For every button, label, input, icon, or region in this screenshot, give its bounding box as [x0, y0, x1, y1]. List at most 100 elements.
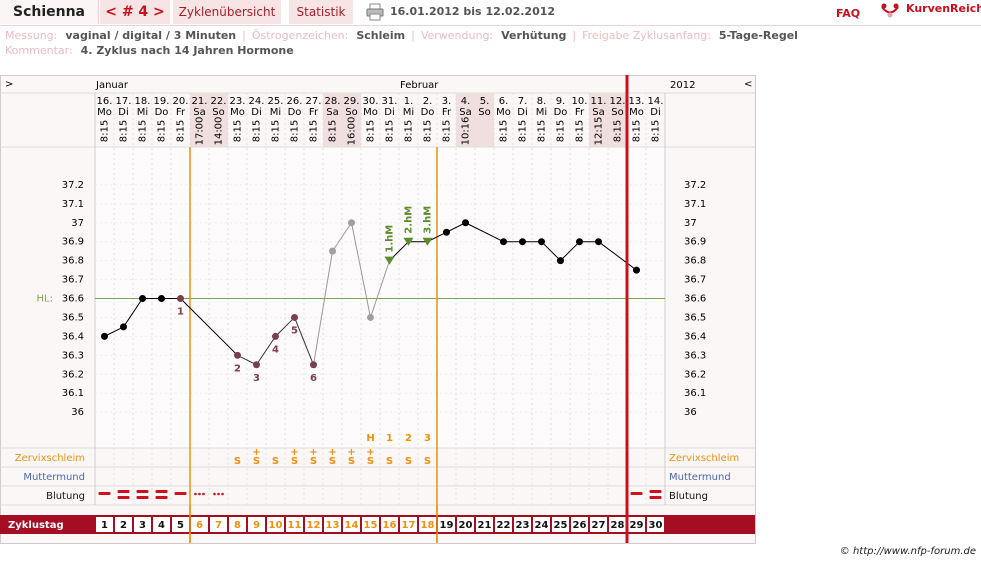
y-tick-label: 36.5	[684, 312, 706, 323]
cycleday-cell	[229, 517, 246, 532]
cycleday-cell	[305, 517, 322, 532]
time: 8:15	[575, 120, 586, 142]
temp-point	[272, 332, 279, 340]
weekday: Mo	[230, 107, 245, 118]
time: 8:15	[442, 120, 453, 142]
y-tick-label: 36.8	[684, 256, 706, 267]
temp-point	[139, 295, 146, 302]
mucus-plus: +	[290, 447, 298, 458]
date: 1.	[404, 96, 414, 107]
print-icon[interactable]	[366, 3, 384, 21]
faq-link[interactable]: FAQ	[836, 7, 861, 20]
date: 25.	[268, 96, 284, 107]
mucus-plus: +	[252, 447, 260, 458]
time: 8:15	[309, 120, 320, 142]
temp-point	[177, 295, 184, 302]
cycleday: 8	[234, 520, 241, 531]
date: 12.	[610, 96, 626, 107]
peak-label: 2	[405, 433, 412, 444]
temp-point	[500, 238, 507, 246]
tab[interactable]: Statistik	[289, 0, 353, 24]
cycleday: 30	[649, 520, 663, 531]
info-value: 4. Zyklus nach 14 Jahren Hormone	[80, 44, 294, 57]
cycleday-cell	[571, 517, 588, 532]
temp-segment	[180, 298, 238, 356]
bleeding-mark	[213, 492, 224, 496]
date: 23.	[230, 96, 246, 107]
time: 8:15	[613, 120, 624, 142]
cycle-nav[interactable]: < # 4 >	[100, 0, 170, 24]
time: 8:15	[138, 120, 149, 142]
cycleday-cell	[400, 517, 417, 532]
cycleday-cell	[514, 517, 531, 532]
time: 8:15	[100, 120, 111, 142]
logo[interactable]: KurvenReich	[906, 2, 981, 15]
mucus-symbol: S	[291, 456, 298, 467]
date: 10.	[572, 96, 588, 107]
cycleday: 1	[101, 520, 108, 531]
info-value: Schleim	[356, 29, 406, 42]
weekday: Do	[554, 107, 568, 118]
mucus-symbol: S	[405, 456, 412, 467]
bleeding-mark	[174, 492, 187, 495]
y-tick-label: 37.2	[684, 180, 706, 191]
y-tick-label: 36	[684, 407, 697, 418]
date: 22.	[211, 96, 227, 107]
date: 26.	[287, 96, 303, 107]
time: 8:15	[252, 120, 263, 142]
top-bar: Schienna < # 4 > Zyklenübersicht Statist…	[0, 0, 981, 26]
info-row: Messung: vaginal / digital / 3 Minuten Öst…	[5, 29, 802, 42]
weekday: So	[611, 107, 623, 118]
user-name: Schienna	[0, 0, 99, 24]
cycleday-label: Zyklustag	[8, 520, 64, 531]
cycleday: 16	[383, 520, 397, 531]
mucus-symbol: S	[348, 456, 355, 467]
cycleday-cell	[343, 517, 360, 532]
date: 28.	[325, 96, 341, 107]
time: 8:15	[271, 120, 282, 142]
point-label: 2.hM	[404, 206, 415, 234]
time: 8:15	[423, 120, 434, 142]
temp-point	[403, 237, 414, 246]
info-label: Freigabe Zyklusanfang:	[582, 29, 711, 42]
cycleday-cell	[172, 517, 189, 532]
weekday: So	[478, 107, 490, 118]
weekday: Sa	[592, 107, 604, 118]
cycleday: 7	[215, 520, 222, 531]
tab[interactable]: Zyklenübersicht	[173, 0, 281, 24]
temp-point	[329, 247, 336, 255]
date: 17.	[116, 96, 132, 107]
date: 20.	[173, 96, 189, 107]
weekday: Di	[650, 107, 660, 118]
temp-segment	[275, 317, 295, 337]
time: 8:15	[290, 120, 301, 142]
time: 14:00	[214, 117, 225, 146]
weekend-shade	[323, 93, 342, 147]
cycleday: 10	[269, 520, 283, 531]
cycleday-cell	[552, 517, 569, 532]
point-label: 6	[310, 373, 317, 384]
mucus-plus: +	[328, 447, 336, 458]
temp-point	[348, 219, 355, 227]
temp-point	[595, 238, 602, 246]
mucus-symbol: S	[367, 456, 374, 467]
time: 17:00	[195, 117, 206, 146]
row-label: Zervixschleim	[669, 453, 739, 464]
separator	[409, 29, 421, 42]
time: 8:15	[632, 120, 643, 142]
cycleday-cell	[210, 517, 227, 532]
date: 4.	[461, 96, 471, 107]
point-label: 1	[177, 307, 184, 318]
time: 8:15	[119, 120, 130, 142]
y-tick-label: 37	[71, 218, 84, 229]
temp-point	[310, 361, 317, 369]
date: 16.	[97, 96, 113, 107]
date: 2.	[423, 96, 433, 107]
y-tick-label: 36.2	[684, 369, 706, 380]
cycleday-cell	[476, 517, 493, 532]
temp-segment	[332, 222, 352, 252]
cycleday: 13	[326, 520, 340, 531]
weekday: Mo	[97, 107, 112, 118]
mucus-symbol: S	[386, 456, 393, 467]
